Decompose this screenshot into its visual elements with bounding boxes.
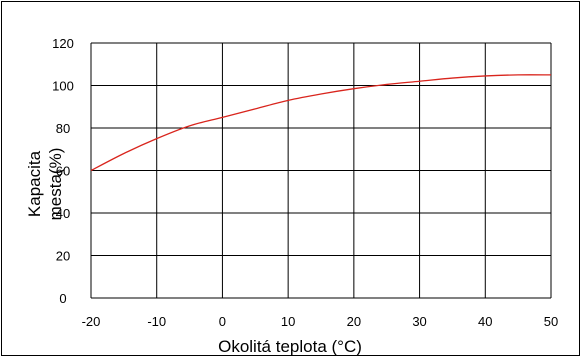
- x-tick-label: -20: [82, 314, 101, 329]
- x-axis-title: Okolitá teplota (°C): [218, 337, 362, 356]
- x-tick-label: 0: [219, 314, 226, 329]
- y-tick-label: 120: [52, 36, 74, 51]
- x-tick-label: -10: [147, 314, 166, 329]
- x-tick-labels: -20 -10 0 10 20 30 40 50: [82, 314, 559, 329]
- grid: [90, 42, 552, 299]
- x-tick-label: 50: [544, 314, 558, 329]
- x-tick-label: 10: [281, 314, 295, 329]
- y-tick-label: 0: [59, 291, 66, 306]
- x-tick-label: 30: [412, 314, 426, 329]
- y-tick-label: 60: [56, 164, 70, 179]
- y-axis-title-line-1: Kapacita: [25, 150, 44, 217]
- y-tick-label: 20: [56, 249, 70, 264]
- series-layer: [90, 74, 552, 172]
- y-tick-label: 40: [56, 206, 70, 221]
- x-tick-label: 40: [478, 314, 492, 329]
- y-tick-label: 100: [52, 79, 74, 94]
- y-axis-title-line-2: mesta(%): [46, 148, 65, 221]
- x-tick-label: 20: [347, 314, 361, 329]
- y-tick-label: 80: [56, 121, 70, 136]
- capacity-series-line: [90, 74, 552, 172]
- y-tick-labels: 0 20 40 60 80 100 120: [52, 36, 74, 306]
- y-axis-title: Kapacita mesta(%): [25, 148, 65, 221]
